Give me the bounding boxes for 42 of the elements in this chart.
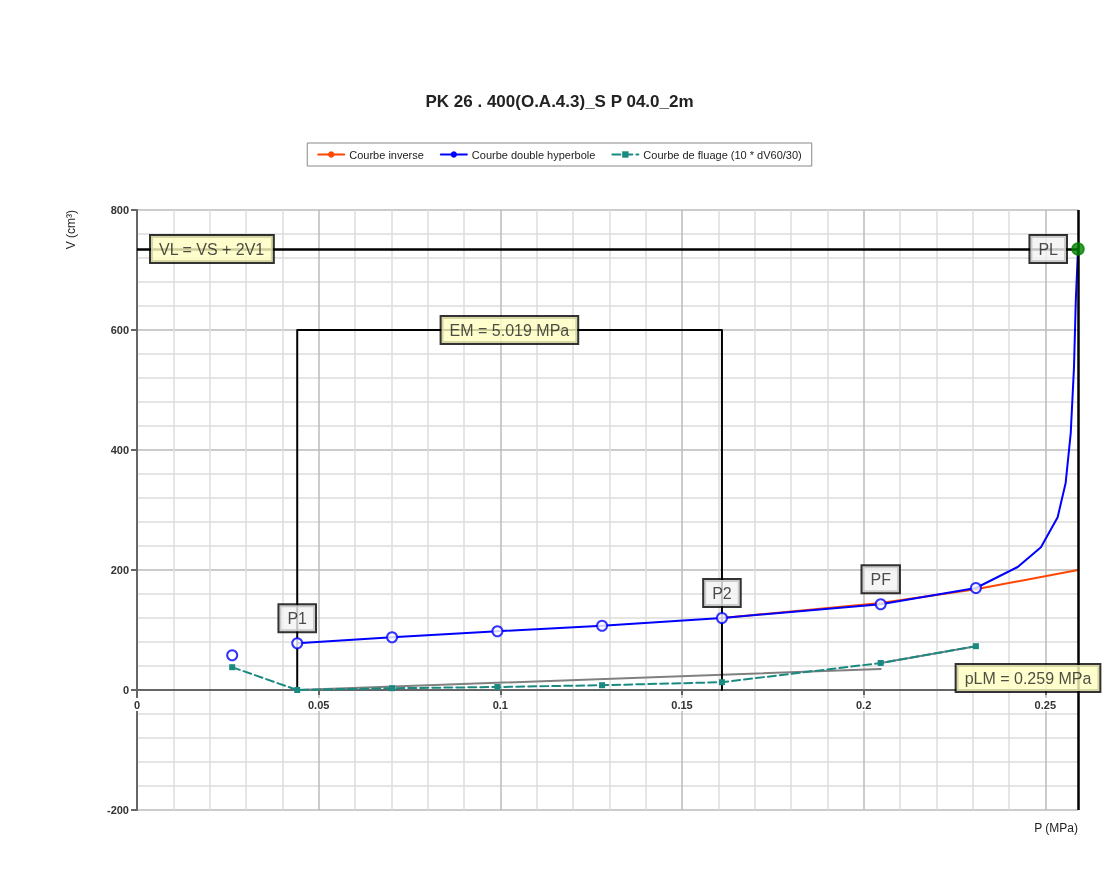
legend-label: Courbe double hyperbole bbox=[471, 148, 596, 161]
y-tick-label: 0 bbox=[122, 684, 129, 696]
annotation: PL bbox=[1038, 240, 1059, 258]
point bbox=[386, 631, 399, 644]
y-tick-label: 200 bbox=[110, 564, 129, 576]
point bbox=[494, 684, 501, 690]
x-tick-label: 0 bbox=[133, 698, 141, 711]
point bbox=[229, 664, 236, 671]
x-tick-label: 0.1 bbox=[492, 698, 508, 711]
point bbox=[874, 598, 887, 611]
point bbox=[877, 660, 884, 666]
x-tick-label: 0.05 bbox=[307, 698, 330, 711]
y-tick-label: 400 bbox=[110, 444, 129, 456]
point bbox=[491, 625, 504, 638]
annotation: PF bbox=[870, 570, 892, 588]
ref-line-label: VL = VS + 2V1 bbox=[159, 240, 265, 258]
point bbox=[972, 643, 979, 650]
annotation: P2 bbox=[712, 584, 732, 602]
annotation: P1 bbox=[287, 609, 308, 627]
x-axis-title: P (MPa) bbox=[1034, 821, 1078, 835]
y-tick-label: 600 bbox=[110, 324, 129, 336]
x-tick-label: 0.25 bbox=[1034, 698, 1057, 711]
point bbox=[226, 649, 239, 662]
point bbox=[969, 582, 982, 594]
legend-label: Courbe de fluage (10 * dV60/30) bbox=[643, 148, 802, 161]
ref-line-label: pLM = 0.259 MPa bbox=[964, 669, 1092, 687]
chart-title: PK 26 . 400(O.A.4.3)_S P 04.0_2m bbox=[425, 92, 694, 111]
x-tick-label: 0.2 bbox=[855, 698, 872, 711]
point bbox=[599, 682, 606, 689]
point bbox=[715, 612, 728, 624]
point bbox=[389, 685, 396, 692]
point bbox=[294, 687, 301, 693]
y-tick-label: 800 bbox=[110, 204, 129, 216]
point bbox=[596, 619, 609, 632]
annotation: EM = 5.019 MPa bbox=[449, 321, 570, 339]
legend-label: Courbe inverse bbox=[349, 148, 424, 161]
y-tick-label: -200 bbox=[106, 804, 129, 816]
point bbox=[1071, 242, 1085, 256]
point bbox=[718, 679, 725, 686]
point bbox=[291, 637, 304, 650]
y-axis-title: V (cm³) bbox=[64, 210, 78, 250]
x-tick-label: 0.15 bbox=[671, 698, 693, 711]
